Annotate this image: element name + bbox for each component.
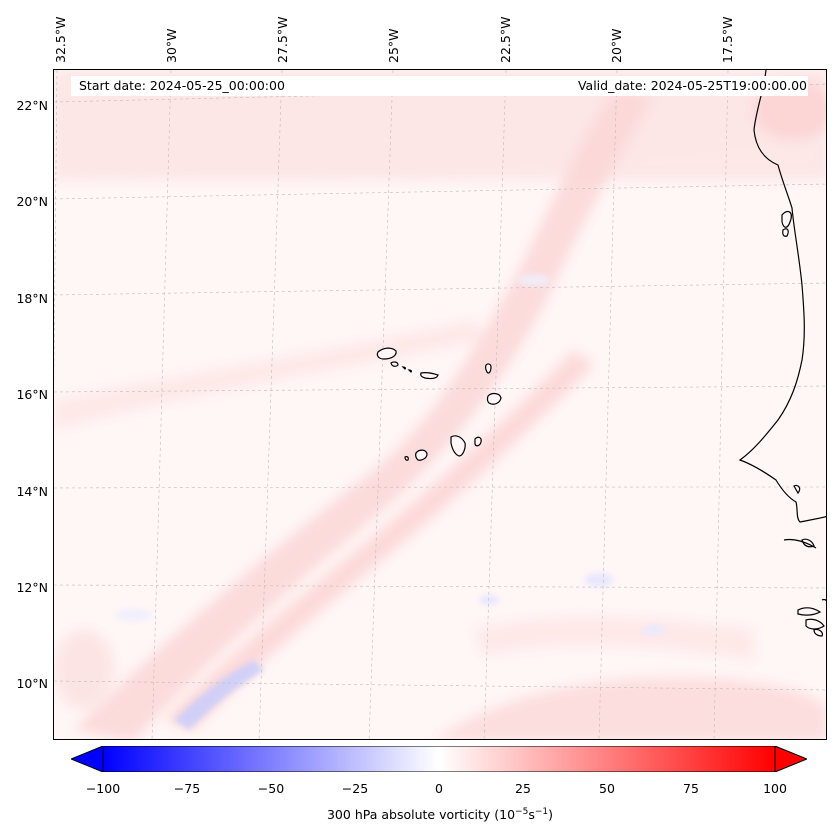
vorticity-map: [54, 70, 826, 739]
date-info-box: [71, 76, 808, 96]
colorbar-tick-50: 50: [599, 781, 615, 796]
negative-vorticity: [116, 274, 666, 730]
lat-label-16n: 16°N: [16, 387, 48, 402]
colorbar-label: 300 hPa absolute vorticity (10−5s−1): [0, 807, 837, 822]
lat-label-20n: 20°N: [16, 194, 48, 209]
colorbar-label-close: ): [548, 807, 553, 823]
colorbar-gradient: [102, 746, 776, 772]
colorbar-label-main: 300 hPa absolute vorticity (10: [326, 807, 516, 823]
colorbar-tick-25: 25: [515, 781, 531, 796]
colorbar-tick-75: 75: [683, 781, 699, 796]
colorbar-tick-0: 0: [435, 781, 443, 796]
lat-label-14n: 14°N: [16, 484, 48, 499]
lon-label-27-5w: 27.5°W: [275, 16, 290, 63]
colorbar-min-extend: [71, 746, 104, 772]
colorbar-label-exponent-2: −1: [534, 807, 549, 817]
lon-label-22-5w: 22.5°W: [498, 16, 513, 63]
lat-label-22n: 22°N: [16, 98, 48, 113]
lat-label-18n: 18°N: [16, 291, 48, 306]
lat-label-12n: 12°N: [16, 580, 48, 595]
lat-label-10n: 10°N: [16, 676, 48, 691]
positive-vorticity-south: [54, 616, 826, 739]
colorbar: [71, 746, 807, 772]
lon-label-25w: 25°W: [386, 28, 401, 63]
valid-date-label: Valid_date: 2024-05-25T19:00:00.00: [577, 78, 807, 93]
colorbar-tick-neg25: −25: [341, 781, 369, 796]
colorbar-tick-100: 100: [763, 781, 787, 796]
colorbar-tick-neg50: −50: [257, 781, 285, 796]
start-date-label: Start date: 2024-05-25_00:00:00: [79, 78, 285, 93]
colorbar-label-unit-s: s: [528, 807, 535, 823]
colorbar-tick-neg75: −75: [173, 781, 201, 796]
lon-label-30w: 30°W: [164, 28, 179, 63]
lon-label-17-5w: 17.5°W: [720, 16, 735, 63]
colorbar-tick-neg100: −100: [85, 781, 121, 796]
map-panel[interactable]: [53, 69, 827, 740]
lon-label-32-5w: 32.5°W: [53, 16, 68, 63]
colorbar-max-extend: [774, 746, 807, 772]
graticule: [54, 70, 826, 739]
lon-label-20w: 20°W: [609, 28, 624, 63]
cape-verde-islands: [376, 347, 502, 461]
colorbar-label-exponent-1: −5: [515, 807, 529, 817]
african-coastline: [738, 70, 826, 637]
